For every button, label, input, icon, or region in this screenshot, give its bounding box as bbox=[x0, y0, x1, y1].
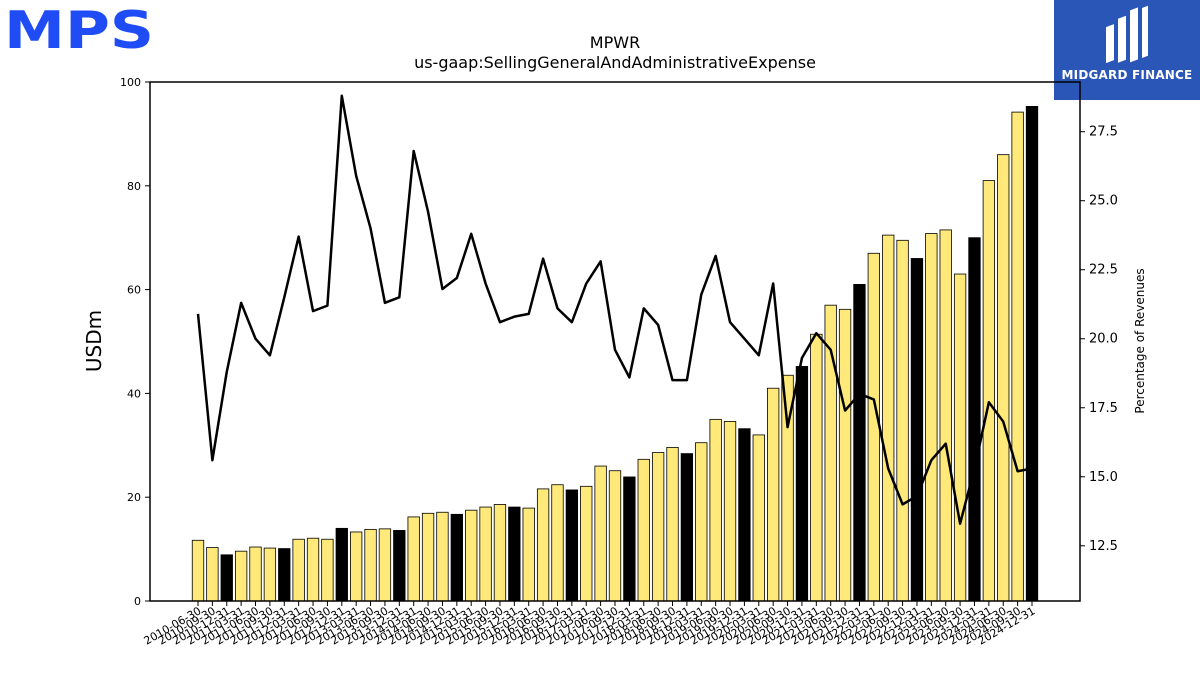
y2-tick-label: 15.0 bbox=[1089, 470, 1118, 485]
bar bbox=[321, 538, 334, 602]
y2-tick-label: 12.5 bbox=[1089, 539, 1118, 554]
bar bbox=[465, 509, 478, 602]
bar bbox=[1025, 105, 1039, 602]
bar bbox=[393, 530, 406, 602]
bar bbox=[767, 387, 780, 602]
bar bbox=[608, 470, 622, 602]
y2-tick-label: 20.0 bbox=[1089, 332, 1118, 347]
x-axis-ticks: 2010-06-302010-09-302010-12-312011-03-31… bbox=[142, 601, 1038, 648]
y2-tick-label: 27.5 bbox=[1089, 125, 1118, 140]
bar bbox=[378, 528, 392, 602]
bar bbox=[536, 488, 550, 602]
bar bbox=[623, 476, 636, 602]
mps-logo-text: MPS bbox=[4, 6, 154, 52]
bar bbox=[867, 252, 880, 602]
bar bbox=[249, 546, 262, 602]
midgard-logo: MIDGARD FINANCE bbox=[1054, 0, 1200, 100]
bar bbox=[637, 458, 650, 602]
y-tick-label: 40 bbox=[127, 387, 141, 400]
bar bbox=[795, 366, 809, 602]
bar bbox=[997, 154, 1010, 602]
bar bbox=[220, 554, 233, 602]
midgard-name: MIDGARD FINANCE bbox=[1061, 68, 1193, 82]
bar bbox=[896, 239, 909, 602]
bar bbox=[493, 504, 507, 602]
y-axis-ticks: 0 20 40 60 80 100 bbox=[120, 76, 150, 608]
bar bbox=[508, 506, 521, 602]
bar bbox=[680, 453, 694, 602]
y2-tick-label: 22.5 bbox=[1089, 263, 1118, 278]
bar bbox=[479, 506, 492, 602]
bar bbox=[666, 446, 679, 602]
bar bbox=[522, 507, 535, 602]
bar bbox=[953, 273, 967, 602]
pct-revenue-line bbox=[196, 94, 1033, 525]
bar bbox=[968, 237, 981, 602]
bar bbox=[436, 511, 449, 602]
bar bbox=[925, 233, 938, 602]
bar bbox=[709, 418, 722, 602]
bar bbox=[278, 548, 291, 602]
bar bbox=[364, 528, 377, 602]
y-tick-label: 60 bbox=[127, 284, 141, 297]
bar bbox=[1011, 111, 1024, 602]
bar bbox=[810, 333, 823, 602]
chart-subtitle: us-gaap:SellingGeneralAndAdministrativeE… bbox=[414, 53, 816, 72]
bar bbox=[723, 421, 737, 602]
y2-tick-label: 17.5 bbox=[1089, 401, 1118, 416]
bar bbox=[350, 531, 363, 602]
y-tick-label: 80 bbox=[127, 180, 141, 193]
bar bbox=[695, 442, 708, 602]
bar bbox=[292, 538, 305, 602]
bar bbox=[263, 547, 277, 602]
bar bbox=[982, 180, 996, 602]
bar bbox=[450, 513, 463, 602]
bar bbox=[838, 308, 852, 602]
y-tick-label: 100 bbox=[120, 76, 141, 89]
bar bbox=[580, 485, 593, 602]
bar bbox=[910, 258, 924, 602]
y-axis-label: USDm bbox=[82, 310, 106, 372]
chart-title: MPWR bbox=[590, 33, 640, 52]
midgard-emblem-icon bbox=[1106, 5, 1148, 64]
y2-axis-ticks: 12.5 15.0 17.5 20.0 22.5 25.0 27.5 bbox=[1080, 125, 1118, 554]
y-tick-label: 0 bbox=[134, 595, 141, 608]
bar bbox=[191, 539, 205, 602]
bar bbox=[551, 484, 564, 602]
bar bbox=[939, 229, 952, 602]
y2-axis-label: Percentage of Revenues bbox=[1133, 268, 1147, 413]
bar bbox=[565, 489, 579, 602]
mps-logo: MPS bbox=[4, 1, 156, 61]
bar bbox=[853, 284, 866, 602]
bar bbox=[206, 547, 219, 602]
bars-layer bbox=[191, 105, 1039, 602]
y2-tick-label: 25.0 bbox=[1089, 194, 1118, 209]
bar bbox=[752, 434, 765, 602]
bar bbox=[651, 452, 665, 602]
bar bbox=[306, 537, 320, 602]
line-layer bbox=[196, 94, 1033, 525]
bar bbox=[421, 512, 435, 602]
bar bbox=[882, 234, 895, 602]
y-tick-label: 20 bbox=[127, 491, 141, 504]
bar bbox=[335, 527, 348, 602]
bar bbox=[738, 428, 751, 602]
bar bbox=[234, 550, 248, 602]
bar bbox=[407, 516, 420, 602]
bar bbox=[594, 465, 607, 602]
